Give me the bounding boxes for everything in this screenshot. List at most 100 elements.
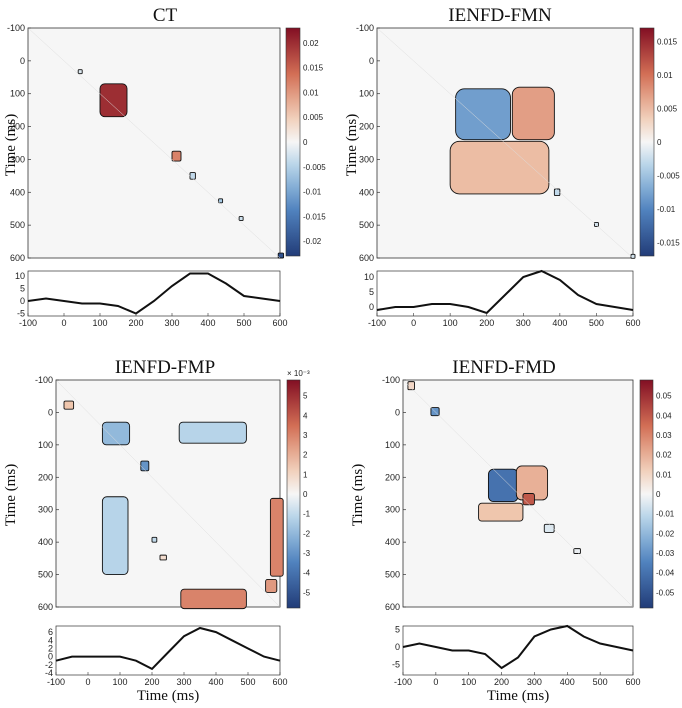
colorbar [286,379,301,609]
cluster-7 [269,497,284,577]
erp-y-tick-label: -5 [17,309,25,319]
erp-frame [376,270,634,317]
heatmap: -100 0 100 200 300 400 500 600 0.05 0.04 0.03 0.02 0… [382,375,675,612]
chart-title: IENFD-FMN [448,5,552,26]
colorbar-tick-label: 0 [303,138,308,147]
y-tick-label: 500 [385,570,400,580]
y-tick-label: 200 [10,122,25,132]
colorbar-tick-label: -0.015 [303,212,326,221]
y-tick-label: 500 [10,220,25,230]
x-tick-label: 0 [85,677,90,687]
cluster-1 [455,88,511,141]
erp-y-tick-label: 0 [48,652,53,662]
x-tick-label: 400 [560,677,575,687]
colorbar-tick-label: 0.005 [657,104,678,113]
erp-y-tick-label: 10 [364,272,374,282]
colorbar-tick-label: -0.02 [303,237,322,246]
colorbar-tick-label: -2 [303,529,311,538]
y-axis-label: Time (ms) [3,114,19,176]
heatmap: -100 0 100 200 300 400 500 600 5 4 3 2 1 0 -1 -2 -3 -4 -5 ×… [35,369,311,612]
colorbar-tick-label: -5 [303,588,311,597]
colorbar-tick-label: 0 [656,490,661,499]
cluster-10 [159,554,167,561]
colorbar-tick-label: -0.01 [656,510,675,519]
y-tick-label: 200 [385,472,400,482]
x-tick-label: 500 [236,318,251,328]
y-tick-label: 400 [385,537,400,547]
y-tick-label: 600 [359,253,374,263]
x-tick-label: 600 [272,677,287,687]
y-tick-label: 500 [38,570,53,580]
cluster-4 [178,421,247,444]
erp-frame [402,625,634,676]
colorbar [639,27,655,257]
cluster-2 [511,86,555,141]
cluster-8 [573,548,581,554]
colorbar-tick-label: -0.03 [656,549,675,558]
erp-y-tick-label: 0 [395,642,400,652]
erp-frame [55,625,281,676]
y-tick-label: 400 [10,187,25,197]
x-tick-label: -100 [368,318,386,328]
erp-plot: 5 0 -5 -100 0 100 200 300 400 500 600 [392,625,641,688]
cluster-2 [101,421,131,446]
y-tick-label: 400 [38,537,53,547]
erp-y-tick-label: 10 [15,271,25,281]
cluster-6 [522,493,535,506]
y-tick-label: 0 [369,56,374,66]
erp-y-tick-label: 2 [48,643,53,653]
cluster-6 [238,216,244,222]
cluster-3 [487,468,519,503]
cluster-7 [277,252,285,259]
colorbar-tick-label: -0.02 [656,529,675,538]
colorbar-tick-label: -0.01 [303,188,322,197]
x-tick-label: 400 [552,318,567,328]
x-tick-label: 100 [461,677,476,687]
colorbar-tick-label: 0.01 [656,470,672,479]
colorbar-exponent: × 10⁻³ [287,369,310,378]
colorbar-tick-label: 5 [303,392,308,401]
y-tick-label: 300 [10,154,25,164]
y-axis-label: Time (ms) [3,464,19,526]
x-tick-label: 400 [200,318,215,328]
y-tick-label: 200 [38,472,53,482]
cluster-2 [99,83,128,118]
cluster-3 [140,460,150,472]
x-tick-label: 600 [625,318,640,328]
colorbar-tick-label: -1 [303,510,311,519]
x-tick-label: -100 [47,677,65,687]
y-tick-label: 100 [359,89,374,99]
y-tick-label: 200 [359,122,374,132]
y-tick-label: 300 [38,505,53,515]
colorbar [639,379,654,609]
erp-y-tick-label: 4 [48,635,53,645]
cluster-1 [407,381,415,391]
colorbar-tick-label: -4 [303,569,311,578]
erp-y-tick-label: 0 [20,296,25,306]
y-tick-label: 600 [10,253,25,263]
erp-frame [27,270,281,317]
x-tick-label: 500 [593,677,608,687]
panel-ienfd-fmp: IENFD-FMP Time (ms) -1000100200300400500… [3,357,311,704]
erp-y-tick-label: -4 [45,668,53,678]
diagonal [27,27,281,259]
erp-y-tick-label: 5 [369,287,374,297]
x-tick-label: 200 [128,318,143,328]
y-axis-label: Time (ms) [344,114,360,176]
y-tick-label: 500 [359,220,374,230]
y-tick-label: 600 [38,602,53,612]
colorbar-tick-label: -0.005 [303,163,326,172]
colorbar-tick-label: 0.03 [656,431,672,440]
y-tick-label: 600 [385,602,400,612]
colorbar-tick-label: 1 [303,470,308,479]
y-tick-label: -100 [356,23,374,33]
colorbar-tick-label: -0.05 [656,588,675,597]
y-tick-label: -100 [35,375,53,385]
panel-ienfd-fmd: IENFD-FMD Time (ms) -1000100200300400500… [350,357,675,704]
erp-plot: 0 5 10 -100 0 100 200 300 400 500 600 [364,269,641,328]
y-tick-label: 400 [359,187,374,197]
erp-line [376,269,634,315]
colorbar-tick-label: 0.02 [656,451,672,460]
y-tick-label: 100 [385,440,400,450]
